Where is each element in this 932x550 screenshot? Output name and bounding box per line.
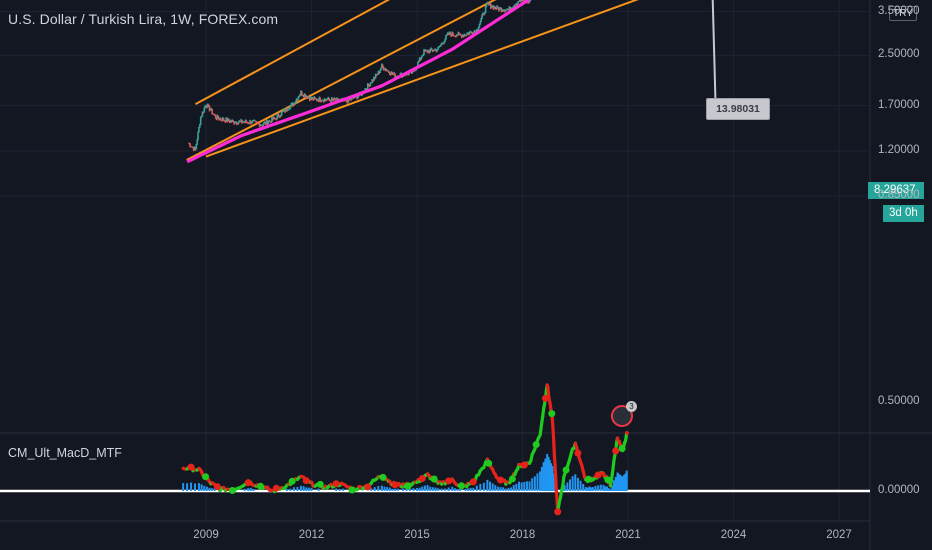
price-series-line [188, 0, 531, 152]
chart-title: U.S. Dollar / Turkish Lira, 1W, FOREX.co… [8, 11, 279, 27]
macd-cross-dot [244, 479, 252, 487]
macd-cross-dot [612, 447, 620, 455]
event-count-badge: 3 [626, 401, 637, 412]
macd-cross-dot [288, 477, 296, 485]
x-tick-label: 2012 [298, 529, 325, 541]
y-tick-label: 3.50000 [878, 4, 920, 17]
support-trend-line [205, 0, 639, 158]
x-tick-label: 2009 [193, 529, 219, 541]
macd-cross-dot [391, 481, 399, 489]
macd-cross-dot [228, 486, 236, 494]
macd-cross-dot [562, 466, 570, 474]
macd-line-segment [551, 428, 556, 444]
macd-cross-dot [469, 478, 477, 486]
x-tick-label: 2027 [826, 529, 852, 541]
macd-cross-dot [404, 482, 412, 490]
macd-cross-dot [618, 445, 626, 453]
macd-cross-dot [594, 471, 602, 479]
macd-cross-dot [332, 480, 340, 488]
y-tick-label: 1.20000 [878, 144, 920, 157]
macd-cross-dot [548, 410, 556, 418]
macd-cross-dot [445, 477, 453, 485]
upper-channel-line [194, 0, 391, 106]
y-tick-label: 2.50000 [878, 48, 920, 61]
x-tick-label: 2021 [615, 529, 641, 541]
macd-cross-dot [497, 476, 505, 484]
currency-badge[interactable]: TRY [889, 6, 917, 21]
macd-cross-dot [485, 459, 493, 467]
macd-cross-dot [418, 475, 426, 483]
macd-cross-dot [584, 475, 592, 483]
macd-cross-dot [302, 477, 310, 485]
macd-line-segment [625, 431, 629, 435]
callout-pointer [711, 0, 717, 121]
y-tick-label: 0.85000 [878, 188, 920, 201]
macd-cross-dot [520, 461, 528, 469]
macd-cross-dot [213, 483, 221, 491]
macd-cross-dot [316, 480, 324, 488]
macd-cross-dot [541, 394, 549, 402]
macd-cross-dot [532, 441, 540, 449]
macd-cross-dot [202, 473, 210, 481]
lower-channel-line [186, 0, 497, 161]
bar-countdown-label: 3d 0h [883, 205, 924, 222]
macd-cross-dot [430, 475, 438, 483]
target-price-callout[interactable]: 13.98031 [706, 98, 770, 120]
macd-line-segment [552, 439, 557, 458]
macd-cross-dot [187, 463, 195, 471]
macd-cross-dot [348, 486, 356, 494]
macd-line-segment [550, 418, 555, 432]
macd-cross-dot [457, 482, 465, 490]
x-tick-label: 2024 [720, 529, 747, 541]
x-tick-label: 2018 [509, 529, 536, 541]
macd-cross-dot [508, 475, 516, 483]
macd-line-segment [553, 463, 558, 479]
parabolic-curve [186, 0, 531, 163]
macd-cross-dot [604, 476, 612, 484]
macd-cross-dot [574, 449, 582, 457]
macd-cross-dot [272, 484, 280, 492]
indicator-tick-label: 0.50000 [878, 395, 920, 407]
macd-line-segment [554, 475, 558, 493]
macd-cross-dot [379, 473, 387, 481]
indicator-title[interactable]: CM_Ult_MacD_MTF [8, 446, 122, 460]
last-price-label: 8.29637 [868, 182, 924, 199]
macd-cross-dot [364, 483, 372, 491]
macd-cross-dot [257, 482, 265, 490]
indicator-tick-label: 0.00000 [878, 484, 920, 496]
macd-cross-dot [554, 508, 562, 516]
y-tick-label: 1.70000 [878, 98, 920, 111]
x-tick-label: 2015 [404, 529, 430, 541]
